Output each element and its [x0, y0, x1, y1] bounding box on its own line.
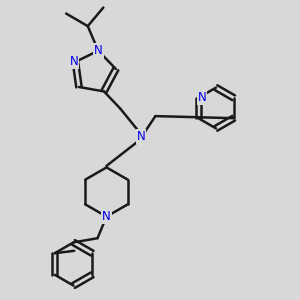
Text: N: N — [70, 56, 78, 68]
Text: N: N — [198, 91, 206, 104]
Text: N: N — [102, 210, 111, 223]
Text: N: N — [94, 44, 103, 57]
Text: N: N — [136, 130, 146, 143]
